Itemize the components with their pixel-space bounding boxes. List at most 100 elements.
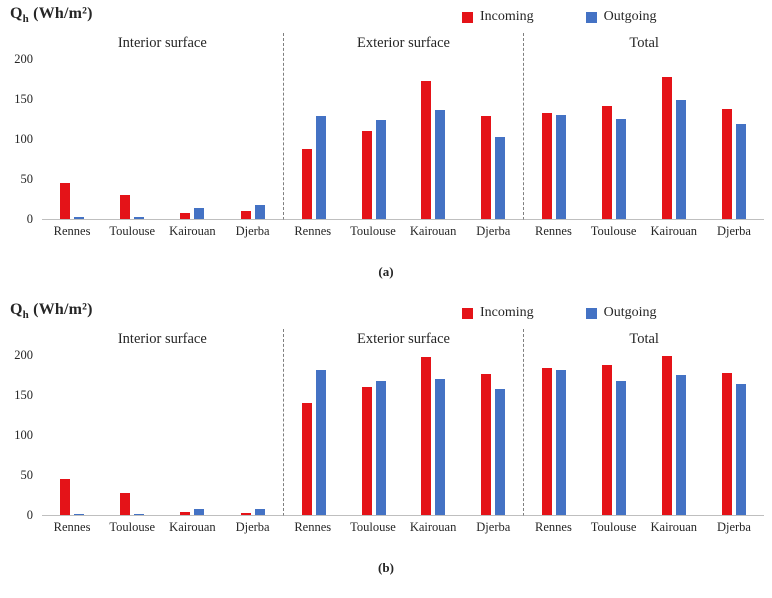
group-title: Total <box>629 35 659 51</box>
bars-row <box>524 355 764 515</box>
bar-cluster-rennes <box>42 355 102 515</box>
bar-cluster-kairouan <box>404 59 464 219</box>
bar-incoming <box>361 387 372 515</box>
bar-incoming <box>542 112 553 219</box>
x-category-label: Djerba <box>716 224 751 238</box>
bar-cluster-rennes <box>524 59 584 219</box>
legend-swatch-incoming-icon <box>462 307 473 319</box>
x-category-label: Djerba <box>235 520 270 534</box>
legend: Incoming Outgoing <box>462 305 657 321</box>
bar-outgoing <box>74 217 85 219</box>
bar-cluster-toulouse <box>584 355 644 515</box>
bar-outgoing <box>435 110 446 219</box>
group-title: Interior surface <box>117 35 207 51</box>
x-category-label: Djerba <box>716 520 751 534</box>
bar-cluster-djerba <box>223 59 283 219</box>
group-interior-surface: Interior surface Rennes Toulouse Kairouan Dj… <box>42 329 283 535</box>
plot-groups: Interior surface Rennes Toulouse Kairouan Dj… <box>42 33 765 239</box>
legend-swatch-outgoing-icon <box>585 307 597 319</box>
bar-outgoing <box>375 380 386 515</box>
bar-cluster-djerba <box>704 59 764 219</box>
bar-cluster-kairouan <box>644 355 704 515</box>
x-category-label: Rennes <box>53 224 91 238</box>
legend-item: Incoming <box>462 305 534 321</box>
bar-outgoing <box>616 119 627 219</box>
bar-incoming <box>662 76 673 219</box>
x-labels-row: Rennes Toulouse Kairouan Djerba <box>42 220 283 239</box>
x-category-label: Rennes <box>294 224 332 238</box>
bar-cluster-rennes <box>42 59 102 219</box>
plot-area: 0 50 100 150 200 Interior surface Rennes Toulo… <box>0 329 765 535</box>
bar-incoming <box>421 357 432 515</box>
bars-row <box>524 59 764 219</box>
bar-incoming <box>421 81 432 219</box>
x-labels-row: Rennes Toulouse Kairouan Djerba <box>523 220 764 239</box>
bar-cluster-toulouse <box>102 355 162 515</box>
bar-incoming <box>301 148 312 219</box>
bars-row <box>284 355 524 515</box>
bar-incoming <box>180 511 191 515</box>
y-tick-label: 200 <box>14 348 33 362</box>
bar-cluster-toulouse <box>344 355 404 515</box>
y-tick-label: 50 <box>20 468 34 482</box>
bar-cluster-toulouse <box>344 59 404 219</box>
bar-outgoing <box>194 509 205 515</box>
bar-cluster-kairouan <box>162 355 222 515</box>
bar-outgoing <box>134 514 145 515</box>
legend-item: Outgoing <box>585 9 657 25</box>
bar-incoming <box>602 106 613 219</box>
legend-swatch-outgoing-icon <box>585 11 597 23</box>
group-plot-section: Exterior surface <box>282 329 524 516</box>
bar-incoming <box>361 131 372 219</box>
group-exterior-surface: Exterior surface Rennes Toulouse Kairouan Dj… <box>282 329 524 535</box>
x-category-label: Rennes <box>535 520 572 534</box>
bar-outgoing <box>315 115 326 219</box>
bar-cluster-rennes <box>284 355 344 515</box>
bar-incoming <box>60 183 71 219</box>
bar-incoming <box>662 355 673 515</box>
group-interior-surface: Interior surface Rennes Toulouse Kairouan Dj… <box>42 33 283 239</box>
bar-cluster-kairouan <box>644 59 704 219</box>
y-tick-label: 200 <box>14 52 33 66</box>
panel-label: (b) <box>378 560 394 575</box>
plot-area: 0 50 100 150 200 Interior surface Rennes Toulo… <box>0 33 765 239</box>
group-title: Exterior surface <box>357 35 450 51</box>
y-axis-title: Qh (Wh/m²) <box>10 5 93 26</box>
group-total: Total Rennes Toulouse Kairouan Djerba <box>523 33 765 239</box>
y-tick-label: 100 <box>14 132 33 146</box>
bar-outgoing <box>375 119 386 219</box>
x-category-label: Toulouse <box>109 520 156 534</box>
bar-outgoing <box>616 380 627 515</box>
bar-outgoing <box>74 514 85 515</box>
bar-incoming <box>481 115 492 219</box>
group-plot-section: Exterior surface <box>282 33 524 220</box>
bar-cluster-djerba <box>704 355 764 515</box>
bar-incoming <box>301 403 312 515</box>
bar-outgoing <box>134 217 145 219</box>
group-plot-section: Total <box>523 33 765 220</box>
bar-cluster-djerba <box>223 355 283 515</box>
legend-item: Outgoing <box>585 305 657 321</box>
x-labels-row: Rennes Toulouse Kairouan Djerba <box>283 516 524 535</box>
x-category-label: Toulouse <box>109 224 156 238</box>
x-category-label: Rennes <box>294 520 332 534</box>
bar-outgoing <box>676 99 687 219</box>
bar-incoming <box>722 108 733 219</box>
bar-outgoing <box>254 508 265 515</box>
y-tick-label: 0 <box>26 508 33 522</box>
group-title: Total <box>629 331 659 347</box>
x-category-label: Djerba <box>235 224 270 238</box>
legend-swatch-incoming-icon <box>462 11 473 23</box>
x-category-label: Toulouse <box>590 224 637 238</box>
bar-cluster-rennes <box>284 59 344 219</box>
plot-groups: Interior surface Rennes Toulouse Kairouan Dj… <box>42 329 765 535</box>
group-plot-section: Interior surface <box>42 329 283 516</box>
group-total: Total Rennes Toulouse Kairouan Djerba <box>523 329 765 535</box>
y-axis-title: Qh (Wh/m²) <box>10 301 93 322</box>
y-tick-label: 50 <box>20 172 34 186</box>
x-category-label: Djerba <box>476 224 511 238</box>
x-category-label: Toulouse <box>590 520 637 534</box>
x-category-label: Toulouse <box>350 520 396 534</box>
y-tick-label: 0 <box>26 212 33 226</box>
y-tick-label: 100 <box>14 428 33 442</box>
